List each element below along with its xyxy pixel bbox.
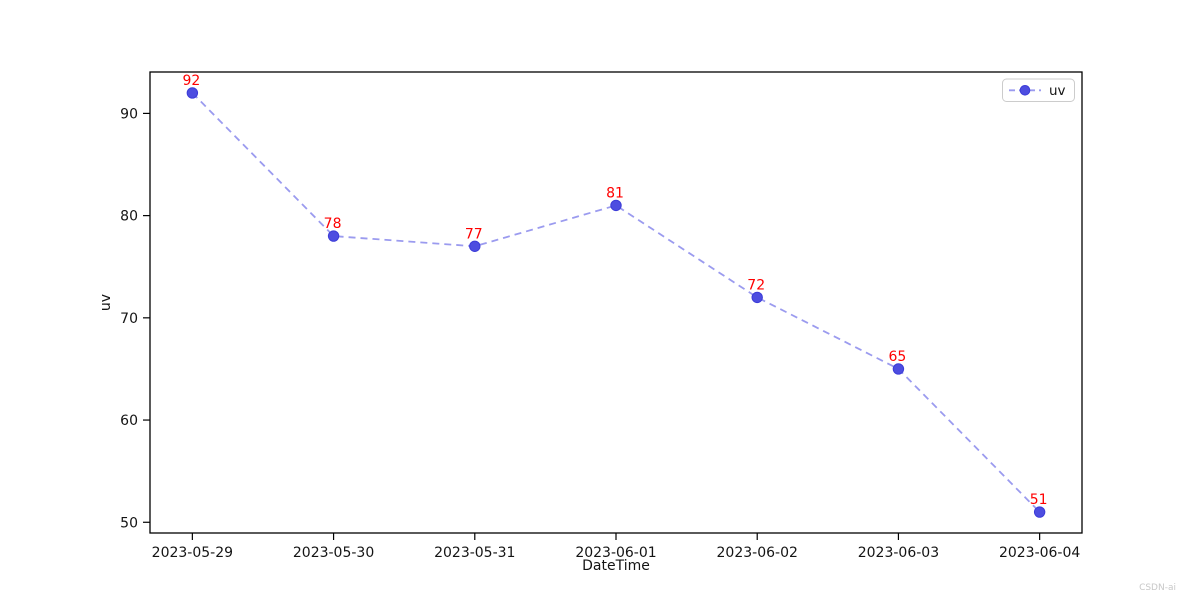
x-tick-label: 2023-05-29	[152, 545, 233, 561]
legend-marker	[1019, 85, 1031, 96]
data-point-label: 65	[889, 349, 907, 365]
x-tick-label: 2023-05-30	[293, 545, 374, 561]
x-tick-label: 2023-06-03	[858, 545, 939, 561]
x-tick-label: 2023-05-31	[434, 545, 515, 561]
data-point	[469, 240, 481, 252]
y-tick-label: 50	[120, 515, 138, 531]
x-tick-label: 2023-06-02	[717, 545, 798, 561]
data-point	[327, 230, 340, 242]
x-tick-label: 2023-06-01	[575, 545, 656, 561]
data-point	[892, 363, 905, 375]
legend-box	[1002, 78, 1075, 102]
data-point	[1033, 506, 1046, 518]
legend-label: uv	[1049, 83, 1066, 99]
y-tick-label: 60	[120, 413, 138, 429]
series-line	[191, 92, 1041, 513]
y-tick-label: 70	[120, 311, 138, 327]
legend: uv	[1002, 78, 1075, 102]
y-tick-label: 90	[120, 106, 138, 122]
data-point-label: 92	[182, 73, 200, 89]
data-point	[186, 87, 199, 99]
data-point-label: 72	[747, 277, 765, 293]
x-axis-title: DateTime	[582, 558, 650, 574]
watermark: CSDN-ai	[1139, 583, 1176, 593]
data-point	[610, 199, 622, 212]
data-point-label: 78	[324, 216, 342, 232]
data-point-label: 77	[465, 226, 483, 242]
y-tick-label: 80	[120, 209, 138, 225]
y-axis-title: uv	[98, 294, 114, 311]
data-point-label: 51	[1030, 492, 1048, 508]
data-point	[751, 291, 763, 304]
x-tick-label: 2023-06-04	[999, 545, 1080, 561]
plot-frame	[149, 71, 1083, 534]
data-point-label: 81	[606, 185, 624, 201]
